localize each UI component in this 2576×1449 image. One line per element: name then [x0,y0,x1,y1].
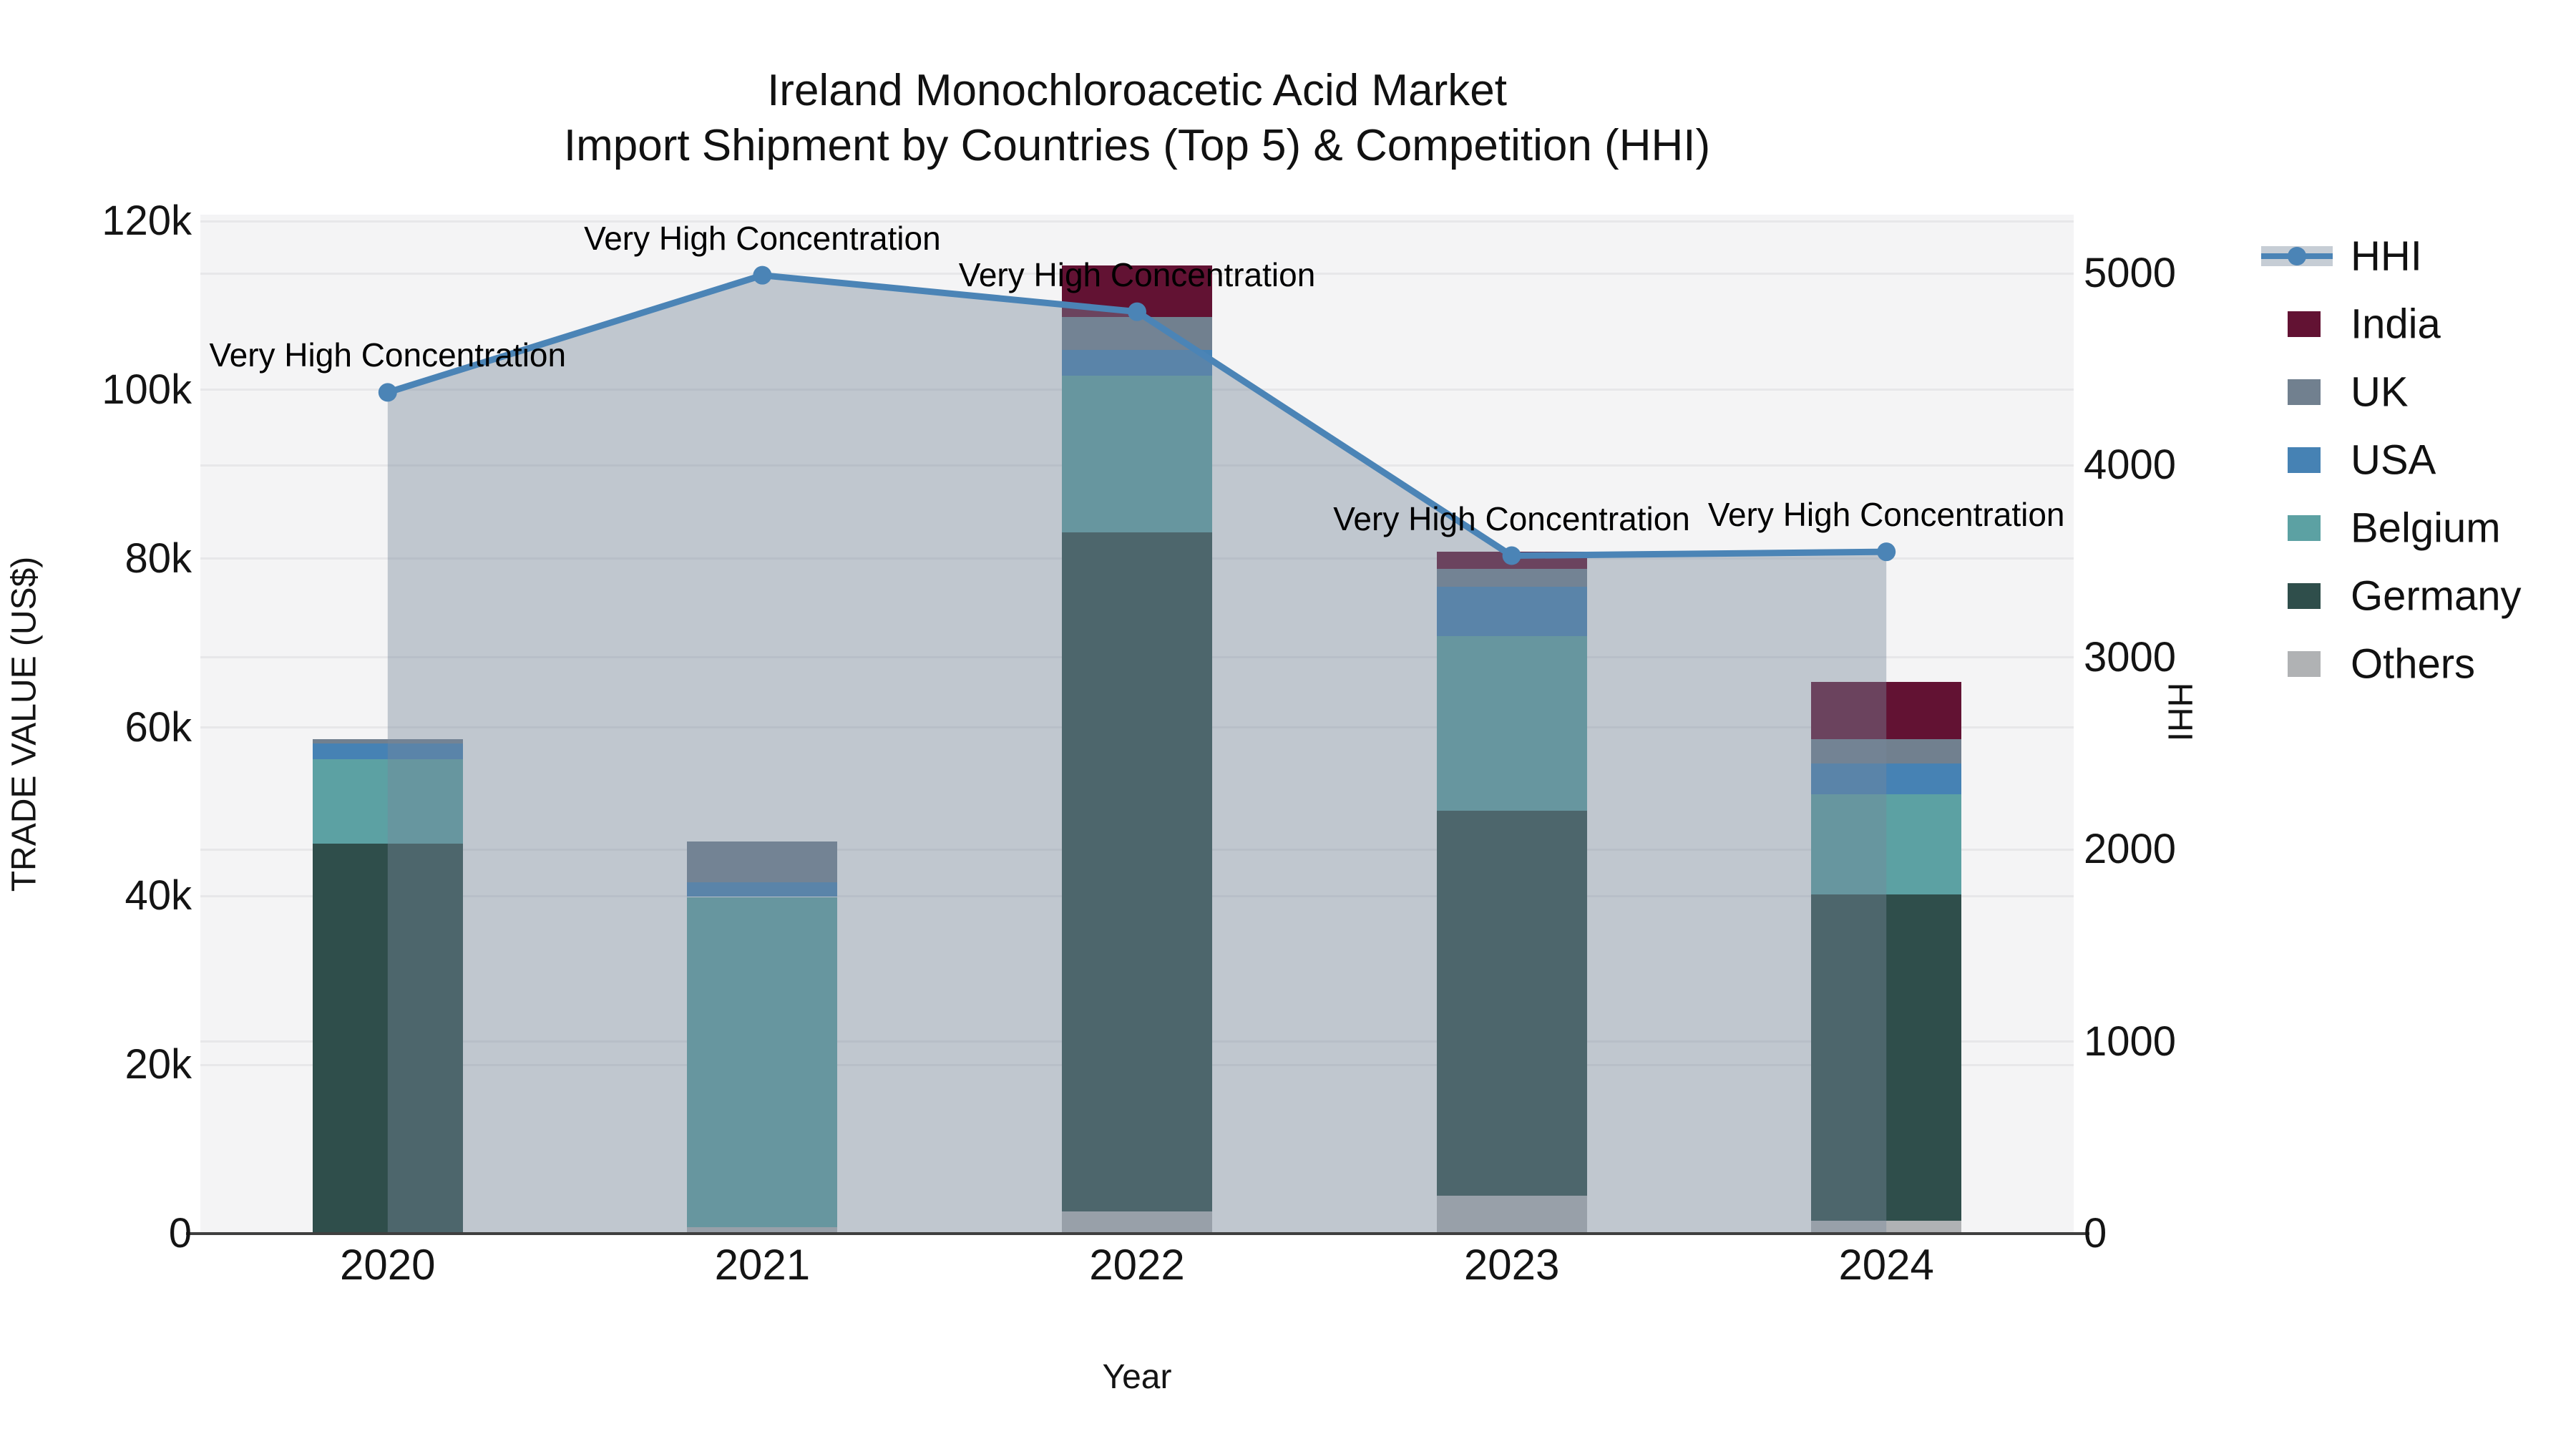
bar-segment-2022-belgium [1062,375,1212,533]
hhi-area-fill [387,275,1887,1234]
annotation-2022: Very High Concentration [958,255,1316,293]
x-axis-title: Year [1102,1358,1172,1396]
legend-entry-belgium: Belgium [2254,494,2569,562]
y-right-tick-0: 0 [2084,1210,2107,1257]
legend-swatch-uk [2288,379,2321,405]
x-axis-spine [186,1232,2089,1235]
bar-segment-2023-uk [1436,568,1587,587]
legend-label-belgium: Belgium [2351,504,2501,551]
bar-segment-2020-uk [312,739,463,743]
bar-segment-2024-others [1811,1221,1962,1234]
bar-segment-2021-uk [687,841,838,883]
plot-area: Very High Concentration Very High Concent… [186,215,2089,1235]
y-left-tick-120k: 120k [102,197,192,244]
bar-segment-2020-germany [312,844,463,1234]
bar-segment-2024-belgium [1811,794,1962,894]
legend-entry-germany: Germany [2254,562,2569,630]
bar-segment-2021-belgium [687,897,838,1227]
legend-entry-india: India [2254,290,2569,358]
legend-label-india: India [2351,301,2441,347]
annotation-2020: Very High Concentration [209,336,567,374]
hhi-marker-2024 [1877,542,1896,562]
x-tick-2020: 2020 [340,1241,436,1289]
legend-label-germany: Germany [2351,572,2522,619]
chart-title-line1: Ireland Monochloroacetic Acid Market [767,66,1507,115]
hhi-marker-2020 [378,383,397,402]
x-tick-2023: 2023 [1463,1241,1560,1289]
legend-swatch-germany [2288,582,2321,609]
bar-segment-2021-usa [687,882,838,897]
legend-entry-usa: USA [2254,426,2569,494]
legend-label-usa: USA [2351,436,2436,483]
legend-entry-others: Others [2254,630,2569,698]
legend-entry-hhi: HHI [2254,222,2569,290]
bar-segment-2023-germany [1436,811,1587,1196]
legend-swatch-others [2288,650,2321,677]
hhi-marker-2021 [753,265,772,285]
y-left-tick-40k: 40k [125,872,192,919]
y-left-tick-100k: 100k [102,366,192,413]
bar-segment-2023-usa [1436,586,1587,637]
legend-label-uk: UK [2351,369,2409,415]
y-left-tick-60k: 60k [125,703,192,751]
y-left-tick-80k: 80k [125,535,192,582]
y-right-tick-2000: 2000 [2084,826,2177,873]
y-left-tick-20k: 20k [125,1041,192,1088]
bar-segment-2024-germany [1811,894,1962,1221]
y-left-tick-0: 0 [168,1210,192,1257]
annotation-2024: Very High Concentration [1707,496,2065,534]
y-right-axis-title: HHI [2160,682,2199,742]
legend-swatch-belgium [2288,514,2321,541]
legend-label-others: Others [2351,640,2476,687]
hhi-line-layer [378,265,1896,1234]
hhi-marker-2023 [1502,546,1521,565]
legend-label-hhi: HHI [2351,233,2422,279]
chart-title-line2: Import Shipment by Countries (Top 5) & C… [563,121,1711,170]
bar-segment-2020-belgium [312,759,463,844]
x-tick-2021: 2021 [714,1241,811,1289]
bar-segment-2024-usa [1811,763,1962,794]
bar-segment-2023-belgium [1436,636,1587,811]
legend-swatch-india [2288,311,2321,337]
annotation-2023: Very High Concentration [1333,499,1690,537]
gridline-left-120k [200,220,2074,223]
bar-segment-2024-uk [1811,739,1962,764]
x-tick-2022: 2022 [1089,1241,1185,1289]
bar-segment-2023-others [1436,1195,1587,1234]
bar-segment-2021-others [687,1226,838,1234]
y-right-tick-4000: 4000 [2084,441,2177,489]
y-right-tick-3000: 3000 [2084,633,2177,680]
bar-segment-2022-germany [1062,532,1212,1212]
y-left-axis-title: TRADE VALUE (US$) [5,556,44,892]
bar-segment-2022-others [1062,1211,1212,1234]
legend-swatch-usa [2288,447,2321,473]
y-right-tick-1000: 1000 [2084,1018,2177,1065]
bar-segment-2020-usa [312,743,463,760]
bar-segment-2024-india [1811,681,1962,739]
hhi-marker-2022 [1128,302,1146,321]
y-right-tick-5000: 5000 [2084,250,2177,296]
x-tick-2024: 2024 [1838,1241,1934,1289]
legend-hhi-marker-dot [2288,246,2306,265]
bar-segment-2022-usa [1062,350,1212,376]
annotation-2021: Very High Concentration [584,219,941,257]
legend-hhi-swatch [2261,245,2333,266]
legend-entry-uk: UK [2254,358,2569,426]
